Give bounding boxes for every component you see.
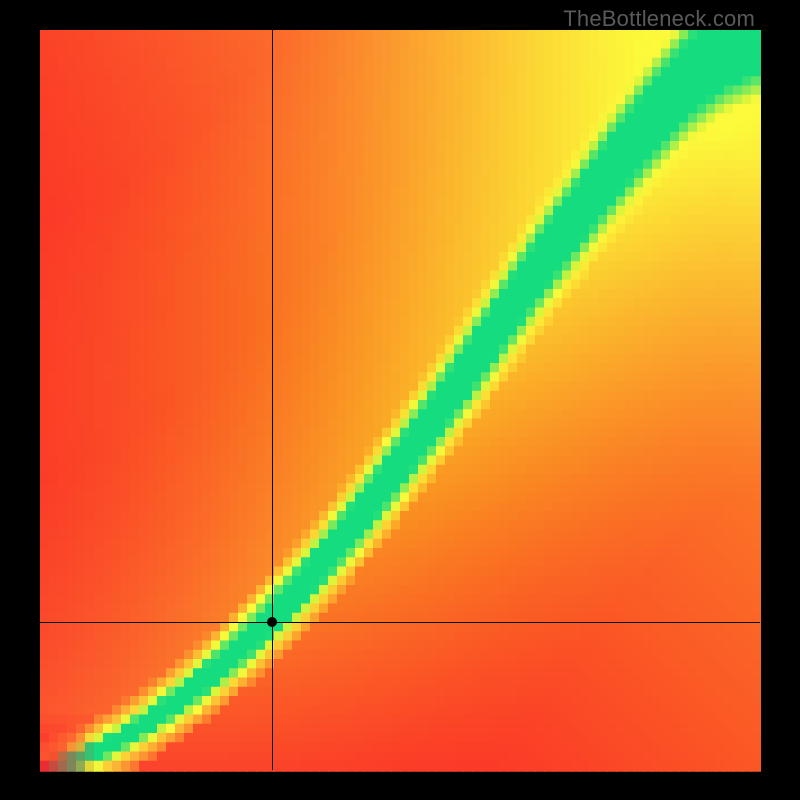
marker-dot [267, 617, 277, 627]
heatmap-canvas [0, 0, 800, 800]
crosshair-horizontal [40, 622, 760, 623]
crosshair-vertical [272, 30, 273, 770]
watermark-label: TheBottleneck.com [563, 6, 755, 32]
